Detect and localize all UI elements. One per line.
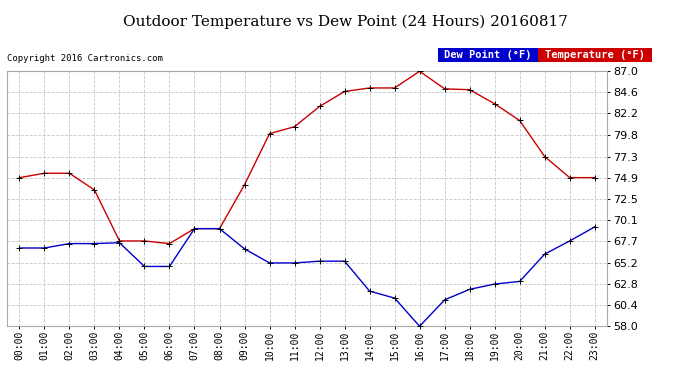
- Text: Copyright 2016 Cartronics.com: Copyright 2016 Cartronics.com: [7, 54, 163, 63]
- Text: Temperature (°F): Temperature (°F): [545, 50, 644, 60]
- Text: Dew Point (°F): Dew Point (°F): [444, 50, 531, 60]
- Text: Outdoor Temperature vs Dew Point (24 Hours) 20160817: Outdoor Temperature vs Dew Point (24 Hou…: [123, 15, 567, 29]
